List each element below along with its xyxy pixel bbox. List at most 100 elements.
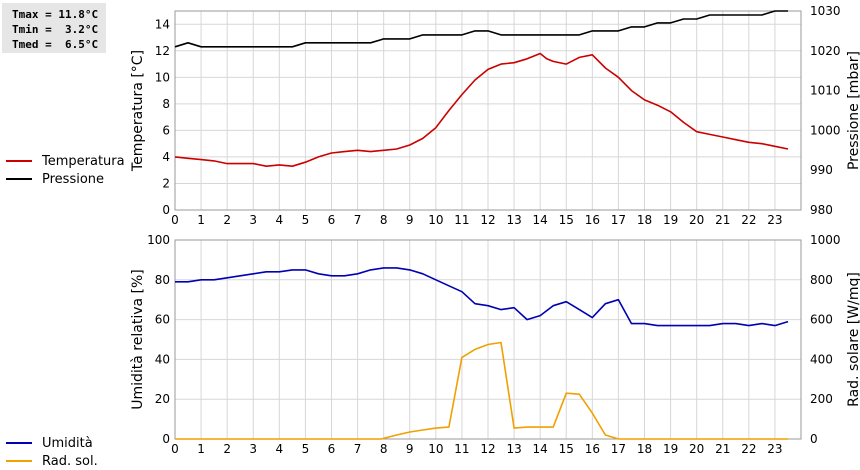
legend-swatch-pressure — [6, 178, 32, 180]
x-tick-label: 7 — [354, 442, 362, 456]
y-tick-label: 0 — [162, 432, 170, 446]
series-line-umidit — [175, 267, 789, 327]
x-tick-label: 18 — [637, 213, 652, 227]
tmin-text: Tmin = 3.2°C — [12, 23, 99, 36]
y2-tick-label: 1020 — [810, 44, 841, 58]
y2-tick-label: 1000 — [810, 233, 841, 247]
x-tick-label: 19 — [663, 213, 678, 227]
y2-axis-title: Pressione [mbar] — [846, 51, 860, 170]
y-tick-label: 0 — [162, 203, 170, 217]
x-tick-label: 21 — [715, 442, 730, 456]
y-axis-title: Umidità relativa [%] — [130, 269, 146, 410]
x-tick-label: 6 — [328, 442, 336, 456]
x-tick-label: 9 — [406, 213, 414, 227]
y2-axis-title: Rad. solare [W/mq] — [846, 272, 860, 407]
plot-frame — [174, 239, 802, 440]
x-tick-label: 18 — [637, 442, 652, 456]
x-tick-label: 12 — [480, 213, 495, 227]
x-tick-label: 14 — [533, 213, 548, 227]
x-tick-label: 22 — [741, 213, 756, 227]
legend-item-pressure: Pressione — [6, 170, 125, 188]
plot-frame — [174, 10, 802, 211]
y2-tick-label: 1000 — [810, 123, 841, 137]
top-chart-legend: Temperatura Pressione — [6, 152, 125, 188]
y2-tick-label: 0 — [810, 432, 818, 446]
y-tick-label: 10 — [155, 70, 170, 84]
x-tick-label: 6 — [328, 213, 336, 227]
x-tick-label: 11 — [454, 213, 469, 227]
y2-tick-label: 400 — [810, 352, 833, 366]
x-tick-label: 10 — [428, 213, 443, 227]
y2-tick-label: 200 — [810, 392, 833, 406]
y-tick-label: 4 — [162, 150, 170, 164]
legend-swatch-solar — [6, 460, 32, 462]
x-tick-label: 13 — [506, 442, 521, 456]
humidity-solar-chart: 0 1 2 3 4 5 6 7 8 9 10 11 12 13 14 15 16 17 18 19 20 21 22 2302… — [130, 233, 860, 456]
x-tick-label: 17 — [611, 213, 626, 227]
y-tick-label: 80 — [155, 273, 170, 287]
y-tick-label: 14 — [155, 17, 170, 31]
x-tick-label: 1 — [197, 213, 205, 227]
x-tick-label: 17 — [611, 442, 626, 456]
x-tick-label: 4 — [276, 442, 284, 456]
x-tick-label: 11 — [454, 442, 469, 456]
x-tick-label: 14 — [533, 442, 548, 456]
tmax-text: Tmax = 11.8°C — [12, 8, 99, 21]
x-tick-label: 9 — [406, 442, 414, 456]
tmed-text: Tmed = 6.5°C — [12, 38, 99, 51]
legend-swatch-humidity — [6, 442, 32, 444]
charts-canvas: 0 1 2 3 4 5 6 7 8 9 10 11 12 13 14 15 16 17 18 19 20 21 22 2302… — [130, 4, 860, 456]
series-line-rad-sol — [175, 341, 788, 440]
x-tick-label: 20 — [689, 442, 704, 456]
y2-tick-label: 980 — [810, 203, 833, 217]
y2-tick-label: 1010 — [810, 84, 841, 98]
x-tick-label: 12 — [480, 442, 495, 456]
y-tick-label: 8 — [162, 97, 170, 111]
x-tick-label: 3 — [249, 442, 257, 456]
y-tick-label: 20 — [155, 392, 170, 406]
x-tick-label: 15 — [559, 213, 574, 227]
x-tick-label: 21 — [715, 213, 730, 227]
x-tick-label: 16 — [585, 213, 600, 227]
legend-item-temperature: Temperatura — [6, 152, 125, 170]
x-tick-label: 22 — [741, 442, 756, 456]
x-tick-label: 8 — [380, 213, 388, 227]
y-axis-title: Temperatura [°C] — [130, 50, 146, 172]
x-tick-label: 0 — [171, 213, 179, 227]
series-line-temperatura — [174, 52, 789, 167]
y2-tick-label: 1030 — [810, 4, 841, 18]
legend-label-humidity: Umidità — [42, 435, 93, 451]
x-tick-label: 5 — [302, 442, 310, 456]
x-tick-label: 4 — [276, 213, 284, 227]
y-tick-label: 6 — [162, 123, 170, 137]
y-tick-label: 60 — [155, 313, 170, 327]
x-tick-label: 10 — [428, 442, 443, 456]
temperature-pressure-chart: 0 1 2 3 4 5 6 7 8 9 10 11 12 13 14 15 16 17 18 19 20 21 22 2302… — [130, 4, 860, 227]
x-tick-label: 16 — [585, 442, 600, 456]
x-tick-label: 5 — [302, 213, 310, 227]
legend-swatch-temperature — [6, 160, 32, 162]
x-tick-label: 2 — [223, 213, 231, 227]
stats-box: Tmax = 11.8°C Tmin = 3.2°C Tmed = 6.5°C — [2, 3, 106, 53]
x-tick-label: 23 — [767, 442, 782, 456]
x-tick-label: 15 — [559, 442, 574, 456]
x-tick-label: 19 — [663, 442, 678, 456]
y2-tick-label: 990 — [810, 163, 833, 177]
x-tick-label: 7 — [354, 213, 362, 227]
y2-tick-label: 600 — [810, 313, 833, 327]
x-tick-label: 2 — [223, 442, 231, 456]
y-tick-label: 2 — [162, 176, 170, 190]
legend-item-humidity: Umidità — [6, 434, 98, 452]
x-tick-label: 13 — [506, 213, 521, 227]
x-tick-label: 23 — [767, 213, 782, 227]
legend-label-temperature: Temperatura — [42, 153, 125, 169]
y-tick-label: 40 — [155, 352, 170, 366]
x-tick-label: 20 — [689, 213, 704, 227]
x-tick-label: 1 — [197, 442, 205, 456]
y-tick-label: 100 — [147, 233, 170, 247]
x-tick-label: 3 — [249, 213, 257, 227]
legend-label-pressure: Pressione — [42, 171, 105, 187]
x-tick-label: 8 — [380, 442, 388, 456]
y-tick-label: 12 — [155, 44, 170, 58]
x-tick-label: 0 — [171, 442, 179, 456]
